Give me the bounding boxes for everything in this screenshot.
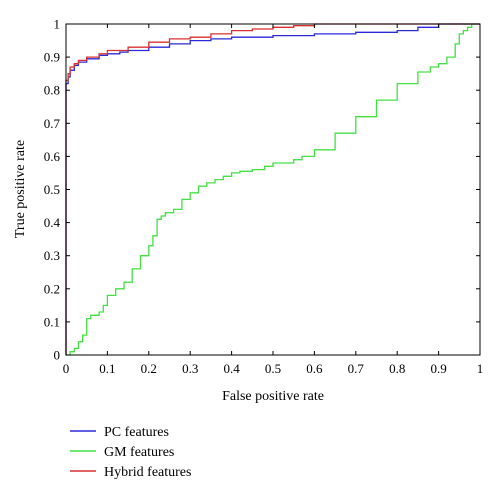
y-tick-label: 1	[54, 17, 61, 32]
plot-area	[65, 23, 480, 356]
y-tick-label: 0.6	[44, 149, 61, 164]
legend: PC features GM features Hybrid features	[70, 425, 191, 480]
x-tick-label: 0	[63, 361, 70, 376]
x-tick-label: 0.7	[348, 361, 365, 376]
legend-item: GM features	[70, 445, 174, 460]
x-tick-label: 0.6	[306, 361, 323, 376]
y-axis: 0 0.1 0.2 0.3 0.4 0.5 0.6 0.7 0.8 0.9 1	[44, 17, 480, 363]
y-tick-label: 0.5	[44, 182, 60, 197]
x-tick-label: 0.9	[430, 361, 446, 376]
legend-item: Hybrid features	[70, 465, 191, 480]
y-tick-label: 0	[54, 348, 61, 363]
y-tick-label: 0.3	[44, 248, 60, 263]
series-line-hybrid-features	[65, 23, 480, 355]
x-tick-label: 1	[477, 361, 484, 376]
x-tick-label: 0.2	[141, 361, 157, 376]
x-tick-label: 0.3	[182, 361, 198, 376]
x-axis-title: False positive rate	[222, 389, 324, 404]
series-line-gm-features	[66, 23, 480, 356]
legend-item: PC features	[70, 425, 169, 440]
y-tick-label: 0.1	[44, 314, 60, 329]
x-tick-label: 0.5	[265, 361, 281, 376]
y-tick-label: 0.2	[44, 281, 60, 296]
x-axis: 0 0.1 0.2 0.3 0.4 0.5 0.6 0.7 0.8 0.9 1	[63, 24, 484, 376]
legend-label: Hybrid features	[104, 465, 191, 480]
y-tick-label: 0.7	[44, 116, 61, 131]
y-axis-title: True positive rate	[13, 140, 28, 238]
x-tick-label: 0.1	[99, 361, 115, 376]
y-tick-label: 0.8	[44, 83, 60, 98]
x-tick-label: 0.4	[223, 361, 240, 376]
y-tick-label: 0.4	[44, 215, 61, 230]
legend-label: PC features	[104, 425, 169, 440]
x-tick-label: 0.8	[389, 361, 405, 376]
legend-label: GM features	[104, 445, 174, 460]
y-tick-label: 0.9	[44, 50, 60, 65]
